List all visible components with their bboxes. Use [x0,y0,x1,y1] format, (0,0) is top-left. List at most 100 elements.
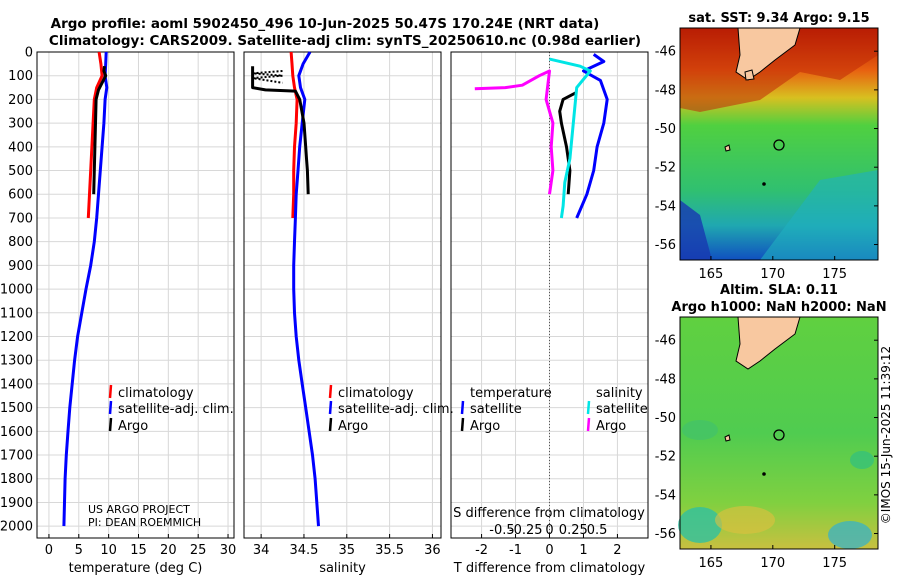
series-salinity-satellite [549,57,592,219]
x-tick-label: 34 [253,543,270,558]
x-axis-label: salinity [319,561,366,576]
map-x-tick-label: 175 [822,267,847,282]
map-y-tick-label: -48 [655,83,676,98]
legend-climatology: climatology [118,386,194,401]
legend-swatch-s-satellite [586,400,591,415]
s-tick-label: 0.5 [587,523,608,538]
stewart-island [744,69,755,81]
y-tick-label: 1700 [0,449,33,464]
series-satellite-adj-clim- [292,51,320,527]
figure-title-line2: Climatology: CARS2009. Satellite-adj cli… [49,33,641,49]
sst-map: sat. SST: 9.34 Argo: 9.15 165 170 175 -46 -4… [655,11,879,282]
legend-swatch-climatology [108,384,113,399]
map-x-tick-label: 165 [699,267,724,282]
y-tick-label: 0 [25,46,33,61]
map-y-tick-label: -50 [655,411,676,426]
y-tick-label: 500 [8,164,33,179]
s-tick-label: 0 [545,523,553,538]
imos-timestamp: ©IMOS 15-Jun-2025 11:39:12 [879,346,893,524]
x-tick-label: 35 [339,543,356,558]
temperature-legend: climatology satellite-adj. clim. Argo [108,384,234,434]
legend-t-argo: Argo [470,419,500,434]
x-tick-label: 34.5 [289,543,318,558]
axes-frame [36,51,235,539]
sla-anomaly [715,506,775,534]
campbell-island [762,472,766,476]
new-zealand-land [735,316,801,370]
y-tick-label: 900 [8,259,33,274]
map-x-tick-label: 170 [760,556,785,571]
sla-anomaly [678,507,722,543]
x-tick-label: 1 [579,543,587,558]
sla-map-frame [679,316,879,550]
series-argo [92,66,108,195]
credit-pi: PI: DEAN ROEMMICH [88,516,201,529]
sst-warm-region [680,28,878,112]
series-salinity-argo [474,69,555,195]
y-tick-label: 1600 [0,425,33,440]
x-tick-label: 35.5 [375,543,404,558]
sla-map-axes: 165 170 175 -46 -48 -50 -52 -54 -56 [655,334,878,571]
x-tick-label: 25 [190,543,207,558]
axes-frame [243,51,442,539]
map-y-tick-label: -50 [655,122,676,137]
x-tick-label: -2 [475,543,488,558]
x-tick-label: -1 [509,543,522,558]
legend-swatch-t-satellite [460,400,465,415]
temperature-panel: 0 5 10 15 20 25 300100200300400500600700800900… [0,46,236,577]
y-tick-label: 400 [8,140,33,155]
x-tick-label: 2 [613,543,621,558]
y-tick-label: 1000 [0,283,33,298]
map-x-tick-label: 165 [699,556,724,571]
x-tick-label: 5 [75,543,83,558]
new-zealand-land [735,27,801,81]
legend-s-argo: Argo [596,419,626,434]
y-tick-label: 200 [8,93,33,108]
salinity-panel: 34 34.5 35 35.5 36 salinity [243,51,442,576]
legend-argo: Argo [118,419,148,434]
difference-legend: temperature salinity satellite Argo sate… [460,386,648,434]
y-tick-label: 300 [8,117,33,132]
map-y-tick-label: -52 [655,450,676,465]
legend-swatch-argo [328,417,333,432]
legend-swatch-argo [108,417,113,432]
sst-map-title: sat. SST: 9.34 Argo: 9.15 [688,11,869,26]
difference-panel: -2 -1 0 1 2 T difference from climatology [450,51,649,576]
series-climatology [289,51,299,219]
figure-title-line1: Argo profile: aoml 5902450_496 10-Jun-20… [51,16,600,32]
y-tick-label: 1900 [0,496,33,511]
y-tick-label: 100 [8,69,33,84]
legend-title-temperature: temperature [470,386,552,401]
credit-project: US ARGO PROJECT [88,503,190,516]
y-tick-label: 1300 [0,354,33,369]
y-tick-label: 1100 [0,306,33,321]
y-tick-label: 800 [8,235,33,250]
x-tick-label: 15 [130,543,147,558]
auckland-islands [724,434,731,442]
x-axis-label: temperature (deg C) [69,561,203,576]
sla-anomaly [850,451,874,469]
s-tick-label: -0.5 [489,523,514,538]
legend-satellite: satellite-adj. clim. [118,402,234,417]
sla-map-title: Altim. SLA: 0.11 [720,283,838,298]
legend-swatch-s-argo [586,417,591,432]
y-tick-label: 700 [8,211,33,226]
y-tick-label: 1500 [0,401,33,416]
x-tick-label: 10 [100,543,117,558]
s-difference-ticklabels: -0.5-0.25 0 0.250.5 [489,523,607,538]
legend-satellite: satellite-adj. clim. [338,402,454,417]
map-y-tick-label: -46 [655,334,676,349]
x-tick-label: 0 [545,543,553,558]
y-tick-label: 1800 [0,472,33,487]
map-x-tick-label: 175 [822,556,847,571]
legend-swatch-t-argo [460,417,465,432]
legend-t-satellite: satellite [470,402,522,417]
argo-location-marker [773,429,785,441]
y-tick-label: 1400 [0,377,33,392]
sla-map: Altim. SLA: 0.11 Argo h1000: NaN h2000: … [655,283,887,571]
s-tick-label: 0.25 [559,523,588,538]
s-difference-label: S difference from climatology [453,506,645,521]
map-y-tick-label: -48 [655,372,676,387]
y-tick-label: 2000 [0,520,33,535]
